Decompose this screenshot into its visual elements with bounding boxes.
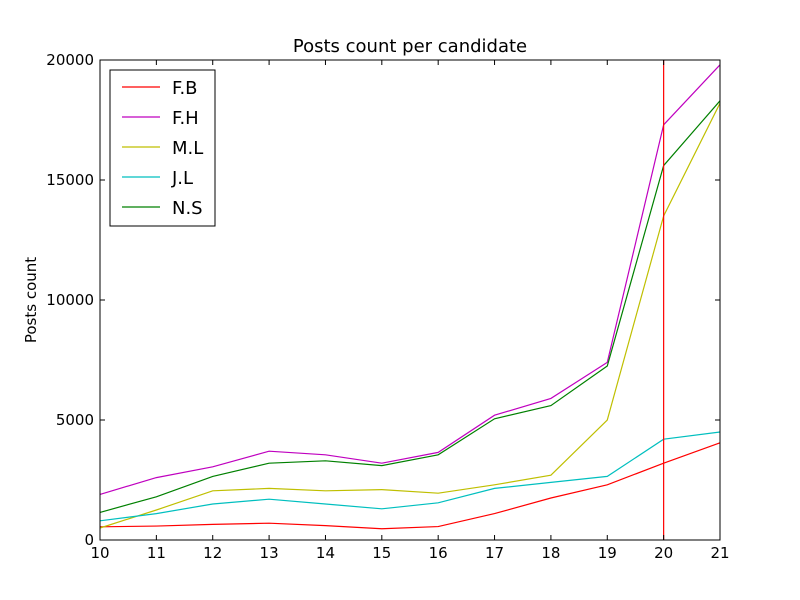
x-tick-label: 20 xyxy=(654,544,673,562)
y-tick-label: 15000 xyxy=(46,171,94,189)
legend-label-2: M.L xyxy=(172,138,203,159)
axis-ticks: 10 11 12 13 14 15 16 17 18 19 20 21 0 5000 10000 15000 2… xyxy=(46,51,729,562)
legend-label-0: F.B xyxy=(172,78,198,99)
y-tick-label: 20000 xyxy=(46,51,94,69)
series-line-1 xyxy=(99,64,721,495)
legend-label-4: N.S xyxy=(172,198,203,219)
series-line-0 xyxy=(99,442,721,530)
legend-label-3: J.L xyxy=(171,168,193,189)
chart-title: Posts count per candidate xyxy=(293,36,527,57)
y-tick-label: 10000 xyxy=(46,291,94,309)
x-tick-label: 12 xyxy=(203,544,222,562)
x-tick-label: 21 xyxy=(710,544,729,562)
x-tick-label: 11 xyxy=(147,544,166,562)
legend: F.B F.H M.L J.L N.S xyxy=(109,69,216,227)
series-line-2 xyxy=(99,102,721,529)
x-tick-label: 15 xyxy=(372,544,391,562)
legend-label-1: F.H xyxy=(172,108,199,129)
y-tick-label: 0 xyxy=(84,531,94,549)
y-axis-label: Posts count xyxy=(22,257,40,343)
x-tick-label: 10 xyxy=(90,544,109,562)
x-tick-label: 18 xyxy=(541,544,560,562)
series-lines xyxy=(99,64,721,530)
plot-frame xyxy=(99,59,721,541)
x-tick-label: 14 xyxy=(316,544,335,562)
x-tick-label: 19 xyxy=(598,544,617,562)
x-tick-label: 16 xyxy=(429,544,448,562)
series-line-3 xyxy=(99,431,721,522)
y-tick-label: 5000 xyxy=(56,411,94,429)
x-tick-label: 17 xyxy=(485,544,504,562)
series-line-4 xyxy=(99,100,721,513)
legend-box xyxy=(109,69,216,227)
x-tick-label: 13 xyxy=(260,544,279,562)
